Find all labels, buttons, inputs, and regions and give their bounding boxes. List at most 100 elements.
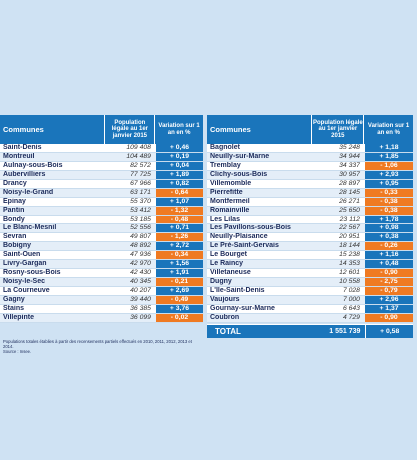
- table-row: Le Bourget 15 238 + 1,16: [207, 251, 414, 261]
- population-value: 109 408: [126, 144, 151, 151]
- table-row: Le Raincy 14 353 + 0,48: [207, 260, 414, 270]
- population-value: 34 337: [339, 161, 360, 169]
- table-row: Aubervilliers 77 725 + 1,89: [0, 170, 203, 180]
- population-value: 15 238: [339, 251, 360, 259]
- variation-value: + 0,46: [155, 144, 203, 152]
- total-row: TOTAL 1 551 739 + 0,58: [207, 323, 414, 338]
- table-row: Neuilly-Plaisance 20 951 + 0,38: [207, 233, 414, 243]
- table-row: Le Pré-Saint-Gervais 18 144 - 0,26: [207, 242, 414, 252]
- total-label: TOTAL: [215, 326, 241, 336]
- commune-name: Tremblay: [210, 161, 241, 169]
- variation-value: - 0,02: [155, 313, 203, 322]
- table-row: Bagnolet 35 248 + 1,18: [207, 144, 414, 153]
- variation-value: + 2,72: [155, 242, 203, 251]
- table-row: Saint-Denis 109 408 + 0,46: [0, 144, 203, 153]
- variation-value: - 0,64: [155, 188, 203, 197]
- variation-value: - 0,49: [155, 295, 203, 304]
- variation-value: + 1,91: [155, 269, 203, 278]
- population-value: 25 650: [339, 206, 360, 214]
- commune-name: Coubron: [210, 313, 240, 321]
- variation-value: - 0,79: [364, 287, 414, 295]
- population-value: 12 601: [339, 269, 360, 277]
- commune-name: Romainville: [210, 206, 250, 214]
- variation-value: + 1,07: [155, 197, 203, 206]
- variation-value: + 1,85: [364, 152, 414, 161]
- population-value: 14 353: [339, 260, 360, 268]
- commune-name: Livry-Gargan: [3, 260, 47, 268]
- population-value: 77 725: [130, 170, 151, 178]
- table-row: Dugny 10 558 - 2,75: [207, 278, 414, 287]
- population-value: 34 944: [339, 152, 360, 160]
- table-row: Gagny 39 440 - 0,49: [0, 295, 203, 305]
- population-value: 4 729: [342, 313, 360, 321]
- table-row: Les Pavillons-sous-Bois 22 567 + 0,98: [207, 224, 414, 234]
- bottom-background: [0, 355, 417, 460]
- table-row: Montfermeil 26 271 - 0,38: [207, 197, 414, 207]
- table-row: Drancy 67 966 + 0,82: [0, 179, 203, 189]
- commune-name: Aulnay-sous-Bois: [3, 161, 63, 169]
- commune-name: Pierrefitte: [210, 188, 243, 196]
- commune-name: Rosny-sous-Bois: [3, 269, 61, 277]
- commune-name: Vaujours: [210, 295, 240, 303]
- variation-value: - 0,26: [364, 242, 414, 251]
- variation-value: + 0,19: [155, 152, 203, 161]
- population-value: 36 385: [130, 304, 151, 312]
- variation-value: + 0,48: [364, 260, 414, 269]
- variation-value: - 0,34: [155, 251, 203, 260]
- variation-value: + 0,38: [364, 233, 414, 242]
- variation-value: - 0,48: [155, 215, 203, 224]
- variation-value: - 2,75: [364, 278, 414, 286]
- source-note: Populations totales établies à partir de…: [3, 339, 203, 354]
- commune-name: Gournay-sur-Marne: [210, 304, 275, 312]
- table-row: Saint-Ouen 47 936 - 0,34: [0, 251, 203, 261]
- header-variation: Variation sur 1 an en %: [363, 115, 413, 144]
- population-value: 42 430: [130, 269, 151, 277]
- table-row: Epinay 55 370 + 1,07: [0, 197, 203, 207]
- commune-name: Bagnolet: [210, 144, 240, 151]
- population-value: 40 345: [130, 278, 151, 286]
- table-row: Gournay-sur-Marne 6 643 + 1,37: [207, 304, 414, 314]
- table-row: Noisy-le-Sec 40 345 - 0,21: [0, 278, 203, 287]
- population-value: 53 185: [130, 215, 151, 223]
- variation-value: - 0,21: [155, 278, 203, 286]
- commune-name: Les Lilas: [210, 215, 240, 223]
- table-row: Neuilly-sur-Marne 34 944 + 1,85: [207, 152, 414, 162]
- table-row: Villepinte 36 099 - 0,02: [0, 313, 203, 323]
- commune-name: Neuilly-sur-Marne: [210, 152, 270, 160]
- total-variation: + 0,58: [365, 324, 414, 338]
- table-row: Villemomble 28 897 + 0,95: [207, 179, 414, 189]
- commune-name: Villepinte: [3, 313, 34, 321]
- commune-name: Saint-Ouen: [3, 251, 41, 259]
- population-value: 67 966: [130, 179, 151, 187]
- commune-name: Le Blanc-Mesnil: [3, 224, 57, 232]
- header-communes: Communes: [210, 125, 251, 134]
- population-value: 35 248: [339, 144, 360, 151]
- commune-name: Villetaneuse: [210, 269, 251, 277]
- population-value: 104 489: [126, 152, 151, 160]
- population-value: 55 370: [130, 197, 151, 205]
- variation-value: + 0,95: [364, 179, 414, 188]
- population-value: 30 957: [339, 170, 360, 178]
- table-row: Sevran 49 807 - 1,26: [0, 233, 203, 243]
- table-row: Bondy 53 185 - 0,48: [0, 215, 203, 225]
- population-value: 23 112: [339, 215, 360, 223]
- left-table: Communes Population légale au 1er janvie…: [0, 115, 203, 323]
- population-value: 18 144: [339, 242, 360, 250]
- population-value: 36 099: [130, 313, 151, 321]
- header-population: Population légale au 1er janvier 2015: [104, 115, 154, 144]
- variation-value: + 0,04: [155, 161, 203, 170]
- table-row: Vaujours 7 000 + 2,96: [207, 295, 414, 305]
- population-value: 7 028: [342, 287, 360, 294]
- population-value: 22 567: [339, 224, 360, 232]
- population-value: 28 145: [339, 188, 360, 196]
- table-row: Livry-Gargan 42 970 + 1,56: [0, 260, 203, 270]
- table-row: Pierrefitte 28 145 - 0,33: [207, 188, 414, 198]
- table-row: Stains 36 385 + 3,76: [0, 304, 203, 314]
- commune-name: Le Bourget: [210, 251, 247, 259]
- table-header: Communes Population légale au 1er janvie…: [0, 115, 203, 144]
- commune-name: Villemomble: [210, 179, 252, 187]
- table-row: Bobigny 48 892 + 2,72: [0, 242, 203, 252]
- note-text: Populations totales établies à partir de…: [3, 339, 192, 349]
- table-row: Aulnay-sous-Bois 82 572 + 0,04: [0, 161, 203, 171]
- population-value: 47 936: [130, 251, 151, 259]
